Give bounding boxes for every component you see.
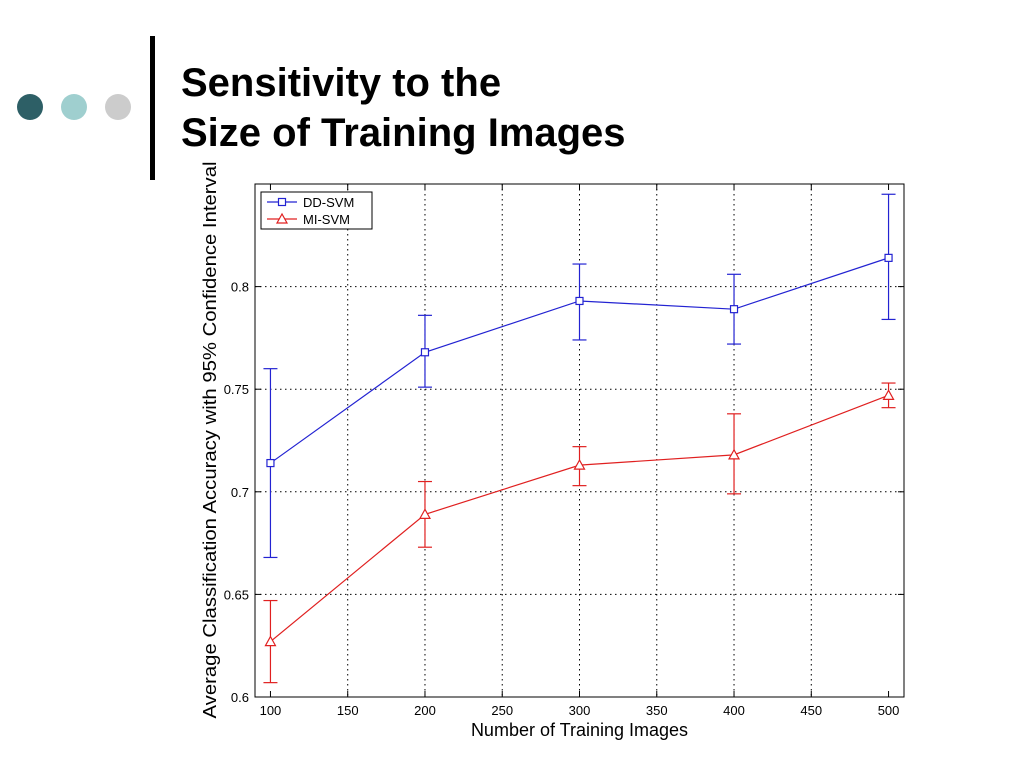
legend-marker-triangle [275, 212, 289, 224]
y-axis-label: Average Classification Accuracy with 95%… [200, 162, 220, 719]
legend-label: MI-SVM [303, 212, 350, 227]
data-point-square [729, 305, 739, 314]
title-divider [150, 36, 155, 180]
slide-title-line-1: Sensitivity to the [181, 61, 502, 105]
x-tick-label: 300 [569, 703, 591, 718]
y-tick-label: 0.6 [231, 690, 249, 705]
y-tick-label: 0.7 [231, 485, 249, 500]
data-point-triangle [418, 508, 431, 519]
data-point-square [884, 253, 893, 262]
x-tick-label: 400 [723, 703, 745, 718]
data-point-triangle [573, 458, 586, 470]
bullet-dot-gray [105, 94, 131, 120]
x-tick-label: 100 [260, 703, 282, 718]
plot-border [254, 183, 905, 698]
x-tick-label: 250 [491, 703, 513, 718]
slide-title-line-2: Size of Training Images [181, 111, 626, 155]
y-tick-label: 0.75 [224, 382, 249, 397]
legend-marker-square [277, 197, 287, 207]
x-axis-label: Number of Training Images [471, 720, 688, 740]
data-point-triangle [882, 389, 895, 400]
bullet-dot-teal [61, 94, 87, 120]
slide-title: Sensitivity to the Size of Training Imag… [181, 58, 626, 158]
legend-label: DD-SVM [303, 195, 354, 210]
x-tick-label: 350 [646, 703, 668, 718]
data-point-triangle [264, 635, 277, 647]
x-tick-label: 150 [337, 703, 359, 718]
data-point-square [420, 348, 430, 357]
y-tick-label: 0.8 [231, 280, 249, 295]
data-point-square [575, 296, 584, 306]
x-tick-label: 500 [878, 703, 900, 718]
x-tick-label: 200 [414, 703, 436, 718]
x-tick-label: 450 [800, 703, 822, 718]
data-point-triangle [728, 448, 741, 460]
data-point-square [266, 458, 275, 468]
y-tick-label: 0.65 [224, 587, 249, 602]
bullet-dot-dark [17, 94, 43, 120]
